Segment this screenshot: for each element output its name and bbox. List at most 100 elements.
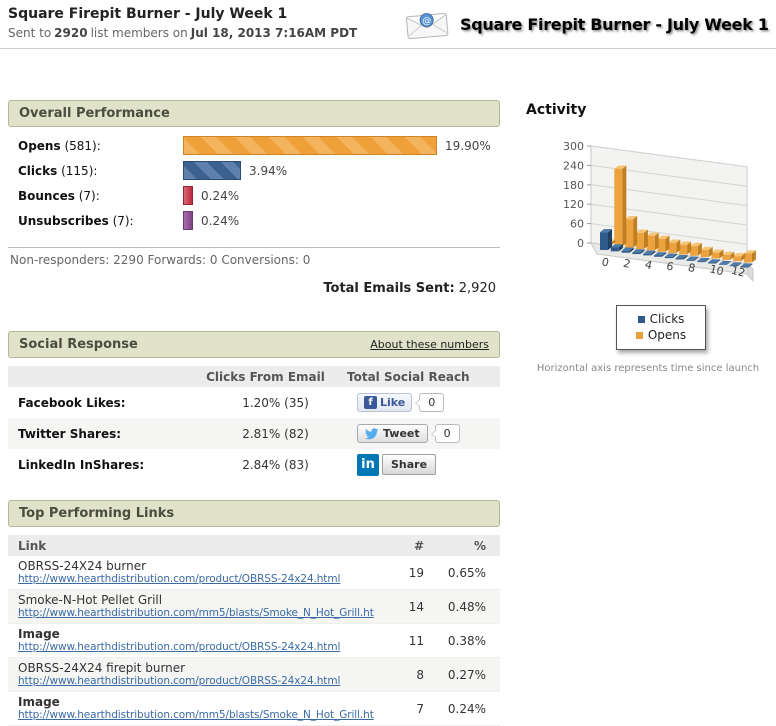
non-responders-line: Non-responders: 2290 Forwards: 0 Convers… [10, 253, 311, 267]
svg-text:@: @ [422, 16, 432, 27]
header-divider [0, 48, 776, 49]
unsubscribes-pct: 0.24% [201, 213, 240, 228]
facebook-like-button[interactable]: f Like [357, 393, 413, 412]
campaign-sent-line: Sent to 2920 list members on Jul 18, 2013 7… [8, 26, 358, 40]
report-header: @ Square Firepit Burner - July Week 1 [404, 6, 776, 42]
svg-text:60: 60 [570, 218, 584, 231]
col-clicks-from-email: Clicks From Email [206, 369, 325, 384]
unsubscribes-bar [183, 211, 193, 230]
col-clicks-pct: % [473, 538, 486, 553]
link-title: Smoke-N-Hot Pellet Grill [18, 593, 163, 607]
facebook-like-count[interactable]: 0 [415, 393, 445, 412]
twitter-shares-value: 2.81% (82) [242, 426, 309, 441]
tweet-count[interactable]: 0 [430, 424, 460, 443]
top-links-header: Top Performing Links [8, 500, 500, 527]
link-clicks: 14 [408, 599, 424, 614]
divider [8, 247, 500, 248]
overall-performance-section: Overall Performance Opens (581): 19.90% … [8, 100, 500, 296]
link-pct: 0.38% [447, 633, 486, 648]
svg-text:0: 0 [600, 255, 610, 269]
link-pct: 0.65% [447, 565, 486, 580]
link-clicks: 19 [408, 565, 424, 580]
svg-text:0: 0 [577, 237, 584, 250]
campaign-title: Square Firepit Burner - July Week 1 [8, 6, 288, 22]
activity-title: Activity [526, 102, 587, 118]
opens-pct: 19.90% [445, 138, 491, 153]
linkedin-inshares-value: 2.84% (83) [242, 457, 309, 472]
bounces-bar [183, 186, 193, 205]
clicks-row: Clicks (115): 3.94% [8, 161, 500, 180]
col-link: Link [18, 538, 47, 553]
clicks-legend-swatch [637, 316, 645, 323]
tweet-button[interactable]: Tweet [357, 424, 428, 443]
clicks-pct: 3.94% [249, 163, 288, 178]
facebook-likes-value: 1.20% (35) [242, 395, 309, 410]
linkedin-share-button[interactable]: Share [382, 454, 437, 475]
link-clicks: 7 [416, 701, 424, 716]
svg-text:10: 10 [708, 262, 725, 278]
link-title: OBRSS-24X24 burner [18, 559, 147, 573]
overall-performance-header: Overall Performance [8, 100, 500, 127]
col-total-social-reach: Total Social Reach [347, 369, 470, 384]
twitter-bird-icon [365, 427, 379, 439]
link-clicks: 8 [416, 667, 424, 682]
link-pct: 0.24% [447, 701, 486, 716]
svg-text:2: 2 [622, 257, 632, 271]
link-row: OBRSS-24X24 firepit burner http://www.he… [8, 658, 500, 692]
clicks-bar [183, 161, 241, 180]
link-pct: 0.48% [447, 599, 486, 614]
sent-date: Jul 18, 2013 7:16AM PDT [190, 26, 358, 40]
link-row: OBRSS-24X24 burner http://www.hearthdist… [8, 556, 500, 590]
svg-text:120: 120 [563, 198, 584, 211]
performance-bars: Opens (581): 19.90% Clicks (115): 3.94% … [8, 136, 500, 230]
svg-text:180: 180 [563, 179, 584, 192]
link-url[interactable]: http://www.hearthdistribution.com/mm5/bl… [18, 709, 374, 721]
facebook-icon: f [364, 396, 377, 409]
svg-text:4: 4 [643, 258, 653, 272]
about-these-numbers-link[interactable]: About these numbers [370, 338, 489, 351]
link-url[interactable]: http://www.hearthdistribution.com/produc… [18, 641, 341, 653]
opens-legend-label: Opens [647, 328, 687, 342]
total-emails-line: Total Emails Sent: 2,920 [8, 281, 500, 296]
opens-legend-swatch [635, 332, 643, 339]
campaign-header: Square Firepit Burner - July Week 1 Sent… [8, 6, 408, 40]
opens-row: Opens (581): 19.90% [8, 136, 500, 155]
opens-bar [183, 136, 437, 155]
email-envelope-icon: @ [404, 6, 452, 42]
social-response-section: Social Response About these numbers Clic… [8, 331, 500, 480]
unsubscribes-row: Unsubscribes (7): 0.24% [8, 211, 500, 230]
link-url[interactable]: http://www.hearthdistribution.com/produc… [18, 573, 341, 585]
clicks-legend-label: Clicks [649, 312, 685, 326]
total-emails-label: Total Emails Sent: [323, 281, 455, 296]
twitter-row: Twitter Shares: 2.81% (82) Tweet 0 [8, 418, 500, 449]
social-response-header: Social Response About these numbers [8, 331, 500, 358]
link-title: OBRSS-24X24 firepit burner [18, 661, 186, 675]
link-url[interactable]: http://www.hearthdistribution.com/produc… [18, 675, 341, 687]
col-clicks-count: # [413, 538, 424, 553]
link-clicks: 11 [408, 633, 424, 648]
svg-text:300: 300 [563, 140, 584, 153]
link-title: Image [18, 627, 60, 641]
link-pct: 0.27% [447, 667, 486, 682]
svg-text:240: 240 [563, 159, 584, 172]
section-title: Top Performing Links [19, 506, 175, 521]
activity-panel: Activity 0 60 120 180 240 300 0 2 4 6 8 10 12 Clicks… [520, 100, 776, 374]
linkedin-row: LinkedIn InShares: 2.84% (83) in Share [8, 449, 500, 480]
svg-text:8: 8 [687, 261, 697, 275]
linkedin-icon: in [357, 453, 379, 476]
twitter-shares-label: Twitter Shares: [18, 426, 122, 441]
svg-text:12: 12 [730, 264, 747, 280]
total-emails-value: 2,920 [458, 281, 496, 296]
section-title: Social Response [19, 337, 138, 352]
social-table-header: Clicks From Email Total Social Reach [8, 366, 500, 387]
svg-text:6: 6 [665, 259, 675, 273]
sent-count: 2920 [54, 26, 88, 40]
section-title: Overall Performance [19, 106, 170, 121]
link-row: Image http://www.hearthdistribution.com/… [8, 624, 500, 658]
link-url[interactable]: http://www.hearthdistribution.com/mm5/bl… [18, 607, 374, 619]
link-title: Image [18, 695, 60, 709]
chart-legend: Clicks Opens [616, 305, 706, 350]
link-row: Smoke-N-Hot Pellet Grill http://www.hear… [8, 590, 500, 624]
facebook-row: Facebook Likes: 1.20% (35) f Like 0 [8, 387, 500, 418]
